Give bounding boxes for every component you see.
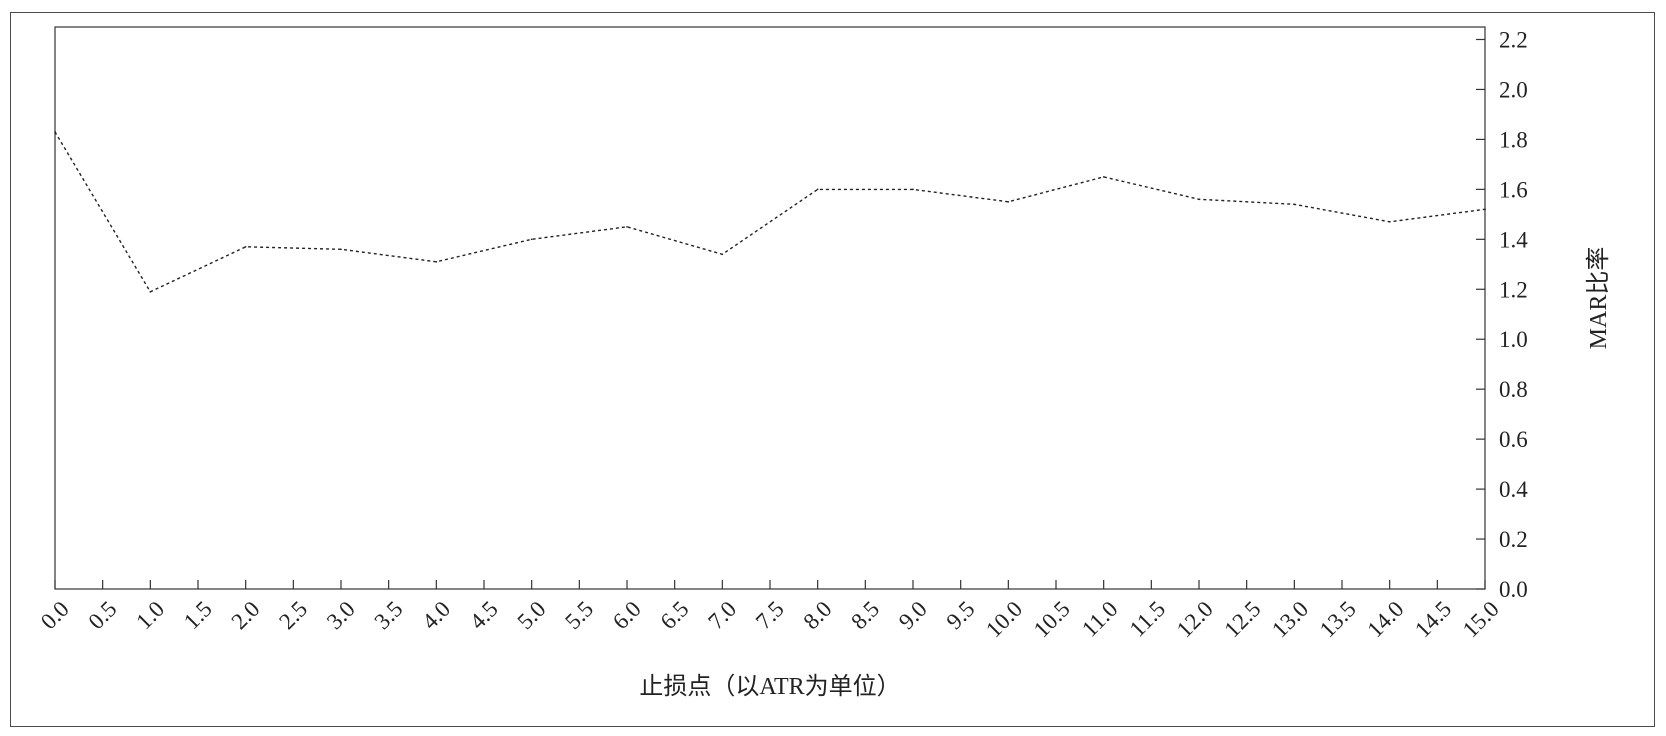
- x-tick-label: 0.5: [84, 596, 122, 634]
- x-tick-label: 10.5: [1029, 596, 1075, 642]
- x-tick-label: 11.0: [1077, 596, 1123, 642]
- x-tick-label: 12.0: [1172, 596, 1218, 642]
- x-tick-label: 4.5: [465, 596, 503, 634]
- x-tick-label: 12.5: [1219, 596, 1265, 642]
- x-tick-label: 7.0: [703, 596, 741, 634]
- x-tick-label: 1.5: [179, 596, 217, 634]
- plot-area: [54, 26, 1486, 590]
- data-point: [530, 238, 533, 241]
- data-point: [1293, 203, 1296, 206]
- series-line: [54, 131, 1486, 293]
- x-tick-label: 4.0: [417, 596, 455, 634]
- data-point: [626, 226, 628, 228]
- x-tick-label: 2.5: [274, 596, 312, 634]
- x-tick-label: 9.0: [894, 596, 932, 634]
- data-point: [340, 248, 342, 251]
- data-point: [1484, 208, 1486, 211]
- x-tick-label: 6.0: [608, 596, 646, 634]
- x-axis-title: 止损点（以ATR为单位）: [639, 673, 900, 700]
- data-point: [1102, 176, 1105, 178]
- y-tick-label: 2.0: [1499, 77, 1528, 102]
- x-tick-label: 13.0: [1267, 596, 1313, 642]
- data-point: [816, 188, 819, 191]
- y-tick-label: 2.2: [1499, 27, 1528, 52]
- x-tick-label: 3.0: [322, 596, 360, 634]
- chart-frame: [10, 12, 1655, 727]
- y-tick-label: 0.2: [1499, 527, 1528, 552]
- x-tick-label: 6.5: [656, 596, 694, 634]
- x-tick-label: 11.5: [1125, 596, 1171, 642]
- x-tick-label: 5.5: [560, 596, 598, 634]
- data-point: [54, 131, 56, 133]
- x-tick-label: 2.0: [227, 596, 265, 634]
- y-tick-label: 0.8: [1499, 377, 1528, 402]
- data-point: [912, 188, 914, 191]
- y-axis: 0.0 0.2 0.4 0.6 0.8 1.0 1.2 1.4 1.6 1.8 2.0 2.2: [1476, 27, 1528, 602]
- x-tick-label: 5.0: [513, 596, 551, 634]
- data-point: [1388, 221, 1391, 223]
- y-tick-label: 0.4: [1499, 477, 1528, 502]
- y-tick-label: 1.2: [1499, 277, 1528, 302]
- data-point: [149, 290, 152, 293]
- data-point: [244, 246, 247, 248]
- y-tick-label: 1.4: [1499, 227, 1528, 252]
- x-tick-label: 8.0: [799, 596, 837, 634]
- data-point: [721, 253, 724, 256]
- x-tick-label: 14.5: [1410, 596, 1456, 642]
- y-tick-label: 1.8: [1499, 127, 1528, 152]
- y-tick-label: 0.0: [1499, 577, 1528, 602]
- x-tick-label: 7.5: [751, 596, 789, 634]
- series-layer: [54, 131, 1486, 293]
- x-tick-label: 15.0: [1458, 596, 1504, 642]
- plot-border: [54, 26, 1486, 590]
- x-tick-label: 13.5: [1315, 596, 1361, 642]
- x-tick-label: 9.5: [942, 596, 980, 634]
- x-tick-label: 10.0: [981, 596, 1027, 642]
- y-tick-label: 1.0: [1499, 327, 1528, 352]
- y-tick-label: 1.6: [1499, 177, 1528, 202]
- data-point: [435, 260, 438, 263]
- x-tick-label: 0.0: [36, 596, 74, 634]
- x-tick-label: 14.0: [1362, 596, 1408, 642]
- x-tick-label: 8.5: [846, 596, 884, 634]
- y-tick-label: 0.6: [1499, 427, 1528, 452]
- data-point: [1198, 198, 1200, 201]
- x-tick-label: 3.5: [370, 596, 408, 634]
- data-point: [1007, 201, 1010, 203]
- x-tick-label: 1.0: [131, 596, 169, 634]
- y-axis-title: MAR比率: [1585, 247, 1612, 350]
